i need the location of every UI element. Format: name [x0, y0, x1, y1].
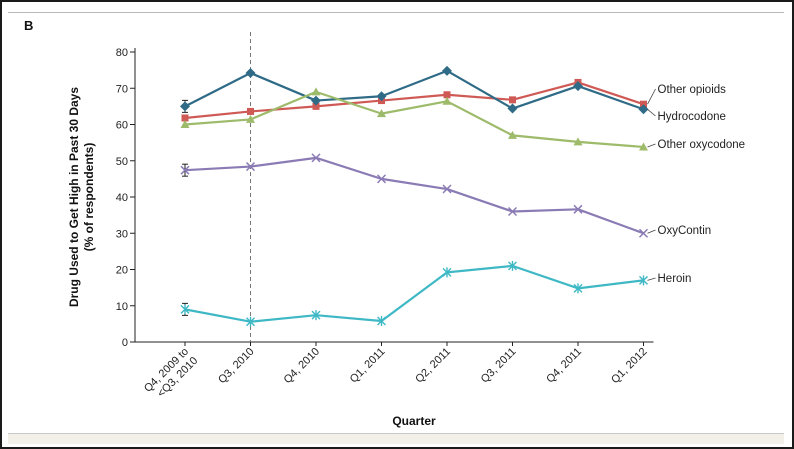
y-tick-label: 40 — [116, 192, 128, 204]
data-point-other-oxycodone — [246, 114, 255, 123]
x-tick-label: Q3, 2010 — [216, 346, 256, 386]
data-point-oxycontin — [573, 204, 583, 214]
data-point-hydrocodone — [507, 103, 518, 114]
x-tick-label-group: Q3, 2010 — [216, 346, 256, 386]
series-label-other-opioids: Other opioids — [658, 84, 727, 96]
panel-label: B — [24, 18, 34, 33]
y-tick-label: 60 — [116, 120, 128, 132]
data-point-other-oxycodone — [508, 130, 517, 139]
x-tick-label: Q1, 2012 — [609, 346, 649, 386]
y-tick-label: 0 — [122, 337, 128, 349]
series-line-hydrocodone — [184, 69, 644, 111]
x-tick-label-group: Q1, 2012 — [609, 346, 649, 386]
data-point-heroin — [639, 275, 648, 286]
x-tick-label: Q1, 2011 — [348, 346, 388, 386]
data-point-heroin — [246, 316, 255, 327]
data-point-other-oxycodone — [442, 96, 452, 105]
y-tick-label: 20 — [116, 265, 128, 277]
data-point-oxycontin — [638, 228, 649, 238]
x-tick-label-group: Q3, 2011 — [479, 346, 519, 386]
series-label-other-oxycodone: Other oxycodone — [658, 139, 746, 151]
data-point-oxycontin — [442, 184, 452, 194]
data-point-oxycontin — [376, 174, 387, 184]
data-point-hydrocodone — [245, 68, 256, 79]
data-point-heroin — [311, 310, 321, 321]
leader-heroin — [647, 277, 656, 281]
data-point-hydrocodone — [311, 95, 321, 106]
data-point-other-opioids — [312, 102, 320, 110]
series-label-oxycontin: OxyContin — [658, 225, 712, 237]
x-tick-label-group: Q4, 2010 — [282, 346, 322, 386]
data-point-other-oxycodone — [311, 87, 321, 96]
x-axis-label: Quarter — [392, 414, 436, 428]
data-point-other-oxycodone — [180, 120, 190, 128]
y-axis-label: Drug Used to Get High in Past 30 Days — [67, 87, 81, 307]
y-tick-label: 50 — [116, 156, 128, 168]
series-layer: Other opioids Hydrocodone Other oxycodone O… — [180, 65, 746, 327]
data-point-oxycontin — [180, 165, 190, 175]
data-point-oxycontin — [245, 162, 256, 172]
series-line-other-oxycodone — [184, 90, 644, 149]
y-tick-label: 30 — [116, 228, 128, 240]
leader-hydrocodone — [647, 108, 656, 117]
x-tick-label-group: Q4, 2009 to<Q3, 2010 — [142, 346, 200, 400]
x-tick-label-group: Q4, 2011 — [544, 346, 584, 386]
leader-oxycontin — [647, 229, 656, 234]
series-label-heroin: Heroin — [658, 273, 692, 285]
data-point-oxycontin — [311, 153, 321, 163]
y-axis-sublabel: (% of respondents) — [82, 143, 96, 252]
series-line-heroin — [184, 264, 644, 323]
panel-border — [8, 12, 784, 433]
x-tick-label: Q4, 2010 — [282, 346, 322, 386]
data-point-other-opioids — [181, 114, 189, 122]
data-point-hydrocodone — [180, 101, 190, 112]
data-point-other-opioids — [509, 96, 516, 104]
data-point-other-opioids — [443, 91, 451, 99]
series-line-oxycontin — [184, 156, 644, 235]
series-label-hydrocodone: Hydrocodone — [658, 111, 726, 123]
data-point-other-opioids — [247, 107, 254, 115]
x-tick-label: Q2, 2011 — [413, 346, 453, 386]
data-point-oxycontin — [507, 206, 518, 217]
x-tick-label-group: Q1, 2011 — [348, 346, 388, 386]
series-line-other-opioids — [184, 81, 644, 120]
data-point-hydrocodone — [638, 104, 649, 115]
data-point-other-oxycodone — [639, 142, 648, 151]
data-point-heroin — [180, 304, 190, 315]
data-point-heroin — [377, 315, 386, 326]
data-point-other-oxycodone — [377, 109, 386, 118]
data-point-heroin — [442, 267, 452, 278]
data-point-hydrocodone — [442, 65, 452, 76]
y-tick-label: 80 — [116, 47, 128, 59]
data-point-hydrocodone — [376, 91, 387, 102]
data-point-hydrocodone — [573, 81, 583, 92]
y-tick-label: 70 — [116, 83, 128, 95]
x-tick-label-group: Q2, 2011 — [413, 346, 453, 386]
y-tick-label: 10 — [116, 301, 128, 313]
leader-other-opioids — [647, 88, 656, 105]
x-tick-label: Q4, 2011 — [544, 346, 584, 386]
data-point-other-oxycodone — [573, 137, 583, 146]
x-tick-label: Q3, 2011 — [479, 346, 519, 386]
leader-other-oxycodone — [647, 143, 656, 148]
data-point-heroin — [573, 283, 583, 294]
data-point-heroin — [508, 260, 517, 271]
data-point-other-opioids — [640, 100, 647, 108]
bottom-strip — [8, 433, 784, 444]
